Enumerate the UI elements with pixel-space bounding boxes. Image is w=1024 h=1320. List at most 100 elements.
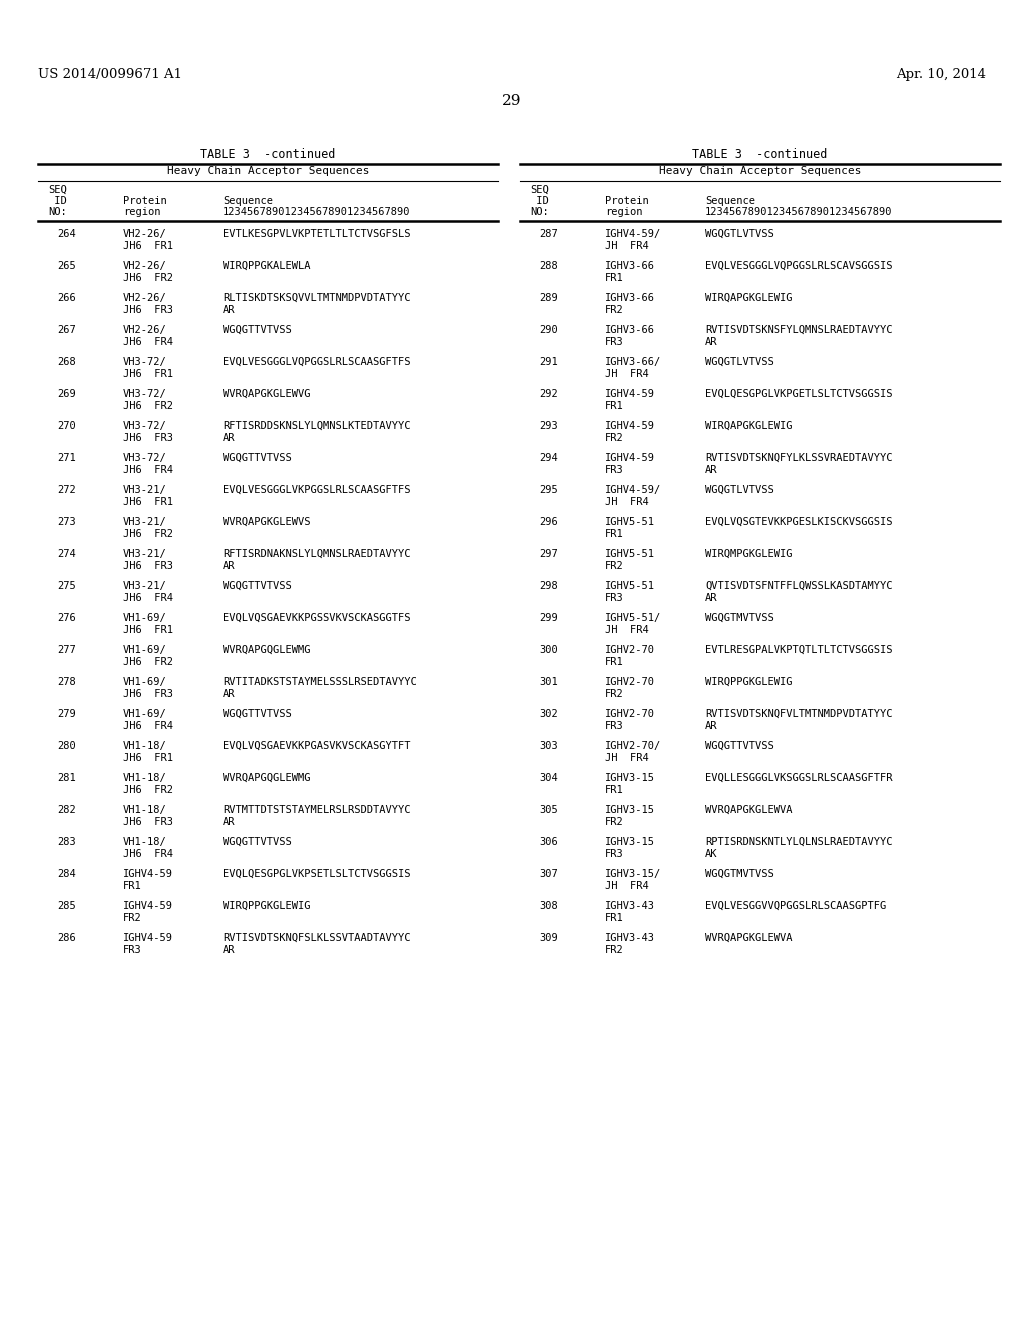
Text: 271: 271 (57, 453, 76, 463)
Text: FR2: FR2 (605, 689, 624, 700)
Text: AR: AR (223, 305, 236, 315)
Text: 269: 269 (57, 389, 76, 399)
Text: Apr. 10, 2014: Apr. 10, 2014 (896, 69, 986, 81)
Text: VH3-72/: VH3-72/ (123, 421, 167, 432)
Text: AK: AK (705, 849, 718, 859)
Text: 309: 309 (540, 933, 558, 942)
Text: 293: 293 (540, 421, 558, 432)
Text: EVQLLESGGGLVKSGGSLRLSCAASGFTFR: EVQLLESGGGLVKSGGSLRLSCAASGFTFR (705, 774, 893, 783)
Text: RVTITADKSTSTAYMELSSSLRSEDTAVYYC: RVTITADKSTSTAYMELSSSLRSEDTAVYYC (223, 677, 417, 686)
Text: EVQLQESGPGLVKPGETLSLTCTVSGGSIS: EVQLQESGPGLVKPGETLSLTCTVSGGSIS (705, 389, 893, 399)
Text: 301: 301 (540, 677, 558, 686)
Text: 287: 287 (540, 228, 558, 239)
Text: TABLE 3  -continued: TABLE 3 -continued (201, 148, 336, 161)
Text: SEQ: SEQ (530, 185, 549, 195)
Text: Protein: Protein (605, 195, 649, 206)
Text: 273: 273 (57, 517, 76, 527)
Text: WGQGTMVTVSS: WGQGTMVTVSS (705, 869, 774, 879)
Text: 295: 295 (540, 484, 558, 495)
Text: Sequence: Sequence (705, 195, 755, 206)
Text: WGQGTTVTVSS: WGQGTTVTVSS (705, 741, 774, 751)
Text: VH2-26/: VH2-26/ (123, 325, 167, 335)
Text: VH3-72/: VH3-72/ (123, 356, 167, 367)
Text: IGHV3-66: IGHV3-66 (605, 261, 655, 271)
Text: JH6  FR4: JH6 FR4 (123, 337, 173, 347)
Text: 302: 302 (540, 709, 558, 719)
Text: EVQLVQSGAEVKKPGSSVKVSCKASGGTFS: EVQLVQSGAEVKKPGSSVKVSCKASGGTFS (223, 612, 411, 623)
Text: 29: 29 (502, 94, 522, 108)
Text: JH6  FR3: JH6 FR3 (123, 433, 173, 444)
Text: 272: 272 (57, 484, 76, 495)
Text: JH  FR4: JH FR4 (605, 370, 649, 379)
Text: 264: 264 (57, 228, 76, 239)
Text: 123456789012345678901234567890: 123456789012345678901234567890 (705, 207, 893, 216)
Text: VH1-69/: VH1-69/ (123, 645, 167, 655)
Text: 281: 281 (57, 774, 76, 783)
Text: NO:: NO: (530, 207, 549, 216)
Text: JH6  FR3: JH6 FR3 (123, 817, 173, 828)
Text: WGQGTTVTVSS: WGQGTTVTVSS (223, 325, 292, 335)
Text: region: region (605, 207, 642, 216)
Text: JH6  FR3: JH6 FR3 (123, 561, 173, 572)
Text: SEQ: SEQ (48, 185, 67, 195)
Text: VH1-69/: VH1-69/ (123, 709, 167, 719)
Text: 296: 296 (540, 517, 558, 527)
Text: WGQGTTVTVSS: WGQGTTVTVSS (223, 709, 292, 719)
Text: 306: 306 (540, 837, 558, 847)
Text: IGHV4-59: IGHV4-59 (605, 453, 655, 463)
Text: ID: ID (48, 195, 67, 206)
Text: 289: 289 (540, 293, 558, 304)
Text: JH6  FR4: JH6 FR4 (123, 465, 173, 475)
Text: 290: 290 (540, 325, 558, 335)
Text: WIRQMPGKGLEWIG: WIRQMPGKGLEWIG (705, 549, 793, 558)
Text: IGHV3-43: IGHV3-43 (605, 933, 655, 942)
Text: 266: 266 (57, 293, 76, 304)
Text: JH6  FR2: JH6 FR2 (123, 529, 173, 539)
Text: 276: 276 (57, 612, 76, 623)
Text: JH6  FR2: JH6 FR2 (123, 785, 173, 795)
Text: EVQLVQSGAEVKKPGASVKVSCKASGYTFT: EVQLVQSGAEVKKPGASVKVSCKASGYTFT (223, 741, 411, 751)
Text: FR3: FR3 (605, 849, 624, 859)
Text: RLTISKDTSKSQVVLTMTNMDPVDTATYYC: RLTISKDTSKSQVVLTMTNMDPVDTATYYC (223, 293, 411, 304)
Text: 285: 285 (57, 902, 76, 911)
Text: 284: 284 (57, 869, 76, 879)
Text: IGHV4-59: IGHV4-59 (123, 902, 173, 911)
Text: WIRQAPGKGLEWIG: WIRQAPGKGLEWIG (705, 421, 793, 432)
Text: IGHV4-59: IGHV4-59 (123, 869, 173, 879)
Text: RPTISRDNSKNTLYLQLNSLRAEDTAVYYC: RPTISRDNSKNTLYLQLNSLRAEDTAVYYC (705, 837, 893, 847)
Text: FR1: FR1 (605, 401, 624, 411)
Text: IGHV3-15/: IGHV3-15/ (605, 869, 662, 879)
Text: WGQGTTVTVSS: WGQGTTVTVSS (223, 453, 292, 463)
Text: FR1: FR1 (605, 785, 624, 795)
Text: EVQLQESGPGLVKPSETLSLTCTVSGGSIS: EVQLQESGPGLVKPSETLSLTCTVSGGSIS (223, 869, 411, 879)
Text: RVTISVDTSKNQFVLTMTNMDPVDTATYYC: RVTISVDTSKNQFVLTMTNMDPVDTATYYC (705, 709, 893, 719)
Text: VH3-21/: VH3-21/ (123, 549, 167, 558)
Text: AR: AR (705, 593, 718, 603)
Text: RVTMTTDTSTSTAYMELRSLRSDDTAVYYC: RVTMTTDTSTSTAYMELRSLRSDDTAVYYC (223, 805, 411, 814)
Text: FR3: FR3 (605, 593, 624, 603)
Text: JH  FR4: JH FR4 (605, 880, 649, 891)
Text: JH6  FR2: JH6 FR2 (123, 401, 173, 411)
Text: JH  FR4: JH FR4 (605, 242, 649, 251)
Text: EVTLRESGPALVKPTQTLTLTCTVSGGSIS: EVTLRESGPALVKPTQTLTLTCTVSGGSIS (705, 645, 893, 655)
Text: FR2: FR2 (605, 561, 624, 572)
Text: 270: 270 (57, 421, 76, 432)
Text: FR1: FR1 (605, 273, 624, 282)
Text: WIRQAPGKGLEWIG: WIRQAPGKGLEWIG (705, 293, 793, 304)
Text: NO:: NO: (48, 207, 67, 216)
Text: 299: 299 (540, 612, 558, 623)
Text: IGHV4-59/: IGHV4-59/ (605, 228, 662, 239)
Text: 275: 275 (57, 581, 76, 591)
Text: 278: 278 (57, 677, 76, 686)
Text: RVTISVDTSKNSFYLQMNSLRAEDTAVYYC: RVTISVDTSKNSFYLQMNSLRAEDTAVYYC (705, 325, 893, 335)
Text: AR: AR (223, 689, 236, 700)
Text: VH3-72/: VH3-72/ (123, 453, 167, 463)
Text: 307: 307 (540, 869, 558, 879)
Text: FR3: FR3 (605, 465, 624, 475)
Text: JH  FR4: JH FR4 (605, 752, 649, 763)
Text: 282: 282 (57, 805, 76, 814)
Text: JH6  FR1: JH6 FR1 (123, 498, 173, 507)
Text: Protein: Protein (123, 195, 167, 206)
Text: WGQGTLVTVSS: WGQGTLVTVSS (705, 356, 774, 367)
Text: VH2-26/: VH2-26/ (123, 293, 167, 304)
